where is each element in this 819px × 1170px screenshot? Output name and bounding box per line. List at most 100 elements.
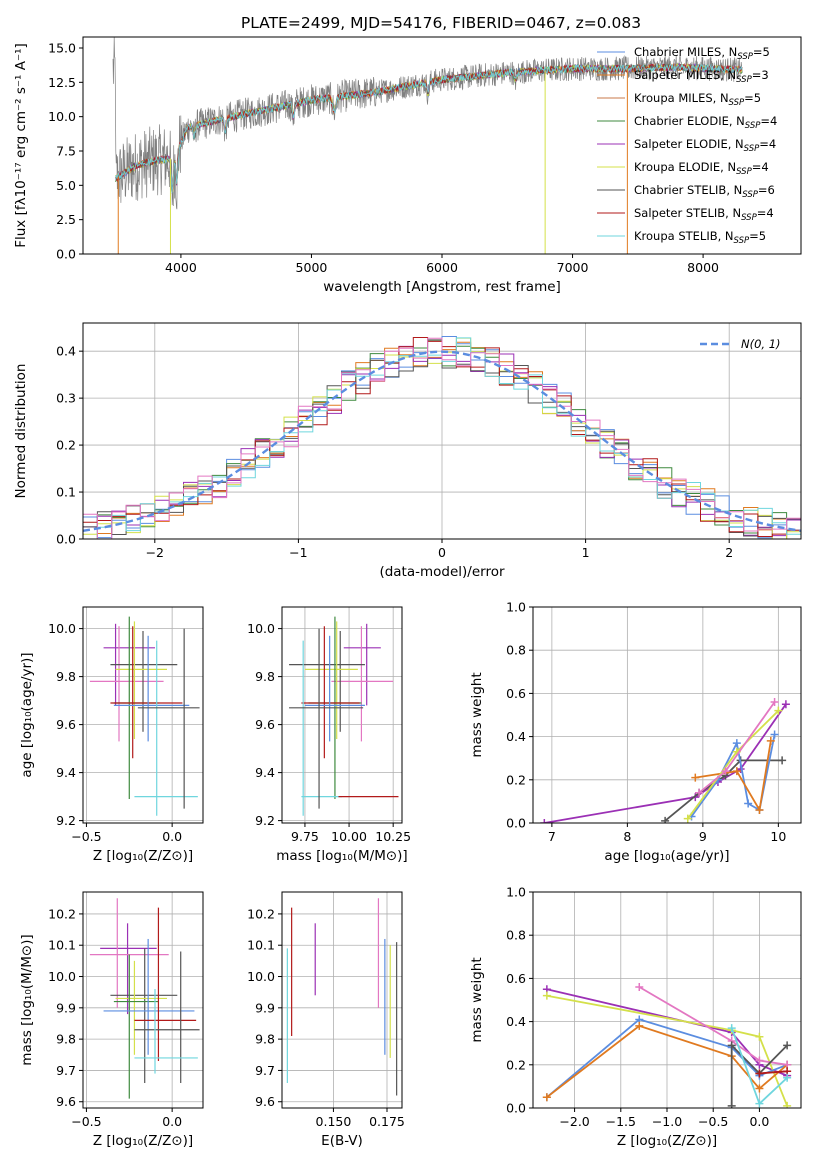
data-spectrum (112, 37, 743, 210)
weight-marker (755, 1069, 764, 1078)
y-tick-label: 0.6 (506, 686, 526, 701)
y-tick-label: 0.0 (506, 1101, 526, 1116)
axes-weight_vs_Z: −2.0 −1.5 −1.0 −0.5 0.0 0.0 0.2 0.4 0.6 0.8 1.0 Z [… (469, 885, 802, 1149)
weight-marker (770, 698, 779, 707)
y-tick-label: 0.8 (506, 643, 526, 658)
axes-frame (532, 891, 802, 1109)
x-axis-label: wavelength [Angstrom, rest frame] (323, 279, 561, 295)
weight-marker (755, 1056, 764, 1065)
y-tick-label: 9.7 (255, 1063, 275, 1078)
y-tick-label: 5.0 (56, 178, 76, 193)
weight-marker (774, 706, 783, 715)
legend-entry: Chabrier ELODIE, NSSP=4 (634, 114, 777, 131)
weight-line (695, 740, 772, 813)
y-tick-label: 10.2 (48, 906, 76, 921)
weight-marker (727, 1041, 736, 1050)
weight-marker (783, 1073, 792, 1082)
y-tick-label: 0.1 (56, 485, 76, 500)
weight-marker (732, 767, 741, 776)
weight-marker (744, 799, 753, 808)
x-tick-label: 7000 (557, 260, 589, 275)
weight-marker (540, 819, 549, 823)
axes-frame (281, 606, 403, 824)
x-tick-label: 0.150 (316, 1114, 352, 1129)
y-tick-label: 9.6 (56, 1094, 76, 1109)
weight-marker (727, 1101, 736, 1108)
y-tick-label: 9.9 (56, 1000, 76, 1015)
plot-area-weight_vs_age (533, 607, 801, 823)
legend-entry: Chabrier STELIB, NSSP=6 (634, 183, 775, 200)
y-tick-label: 1.0 (506, 600, 526, 615)
y-tick-label: 7.5 (56, 143, 76, 158)
normal-curve (83, 350, 801, 532)
x-tick-label: −0.5 (698, 1114, 728, 1129)
x-tick-label: 7 (548, 829, 556, 844)
y-axis-label: Normed distribution (13, 364, 29, 499)
y-tick-label: 9.2 (56, 813, 76, 828)
y-tick-label: 1.0 (506, 885, 526, 900)
x-tick-label: 1 (582, 545, 590, 560)
weight-line (730, 1043, 788, 1106)
y-tick-label: 0.4 (56, 344, 76, 359)
y-tick-label: 0.4 (506, 1014, 526, 1029)
x-tick-label: −2 (146, 545, 164, 560)
axes-mass_vs_Z: −0.5 0.0 9.6 9.7 9.8 9.9 10.0 10.1 10.2 Z [log₁₀(… (19, 891, 204, 1149)
y-tick-label: 0.0 (56, 532, 76, 547)
plot-area-age_vs_mass (282, 607, 402, 823)
weight-marker (783, 1101, 792, 1108)
legend: Chabrier MILES, NSSP=5 Salpeter MILES, NS… (597, 45, 777, 246)
x-tick-label: −0.5 (71, 829, 101, 844)
axes-mass_vs_ebv: 0.150 0.175 9.6 9.7 9.8 9.9 10.0 10.1 10.2 E(B-V) (247, 891, 405, 1149)
weight-marker (542, 1093, 551, 1102)
weight-marker (781, 700, 790, 709)
y-tick-label: 10.1 (48, 938, 76, 953)
weight-marker (727, 1024, 736, 1033)
weight-marker (635, 983, 644, 992)
y-tick-label: 0.2 (56, 438, 76, 453)
x-tick-label: 0.175 (369, 1114, 405, 1129)
x-axis-label: age [log₁₀(age/yr)] (604, 848, 729, 864)
weight-marker (542, 991, 551, 1000)
y-tick-label: 10.0 (247, 969, 275, 984)
y-tick-label: 0.2 (506, 1057, 526, 1072)
axes-frame (281, 891, 403, 1109)
weight-line (546, 994, 788, 1107)
x-tick-label: −0.5 (71, 1114, 101, 1129)
weight-marker (755, 806, 764, 815)
x-axis-label: Z [log₁₀(Z/Z⊙)] (617, 1133, 717, 1149)
y-tick-label: 0.3 (56, 391, 76, 406)
weight-marker (695, 788, 704, 797)
y-tick-label: 10.0 (48, 621, 76, 636)
y-axis-label: mass weight (469, 957, 485, 1042)
y-tick-label: 9.6 (255, 1094, 275, 1109)
figure-title: PLATE=2499, MJD=54176, FIBERID=0467, z=0… (241, 14, 641, 32)
weight-marker (783, 1041, 792, 1050)
x-tick-label: −1.5 (606, 1114, 636, 1129)
y-tick-label: 0.6 (506, 971, 526, 986)
x-tick-label: 0.0 (162, 829, 182, 844)
y-tick-label: 12.5 (48, 75, 76, 90)
weight-marker (778, 756, 787, 765)
legend-entry: Kroupa ELODIE, NSSP=4 (634, 160, 769, 177)
x-tick-label: 0.0 (749, 1114, 769, 1129)
y-tick-label: 15.0 (48, 40, 76, 55)
x-tick-label: 8 (623, 829, 631, 844)
legend-entry: Chabrier MILES, NSSP=5 (634, 45, 770, 62)
legend-entry: Salpeter MILES, NSSP=3 (634, 68, 769, 85)
y-tick-label: 9.8 (56, 1032, 76, 1047)
x-axis-label: (data-model)/error (379, 564, 505, 580)
y-tick-label: 0.0 (506, 816, 526, 831)
x-tick-label: 9 (699, 829, 707, 844)
x-tick-label: 6000 (426, 260, 458, 275)
axes-spectrum: 4000 5000 6000 7000 8000 0.0 2.5 5.0 7.5 10.0 12.5… (13, 36, 802, 295)
legend-entry: N(0, 1) (741, 337, 781, 351)
x-tick-label: 9.75 (291, 829, 319, 844)
y-tick-label: 9.4 (56, 765, 76, 780)
x-tick-label: 10.00 (331, 829, 367, 844)
x-tick-label: 10.25 (375, 829, 411, 844)
legend-entry: Kroupa STELIB, NSSP=5 (634, 229, 766, 246)
x-axis-label: mass [log₁₀(M/M⊙)] (276, 848, 407, 864)
weight-marker (755, 1084, 764, 1093)
x-tick-label: −1 (289, 545, 307, 560)
x-tick-label: 5000 (296, 260, 328, 275)
